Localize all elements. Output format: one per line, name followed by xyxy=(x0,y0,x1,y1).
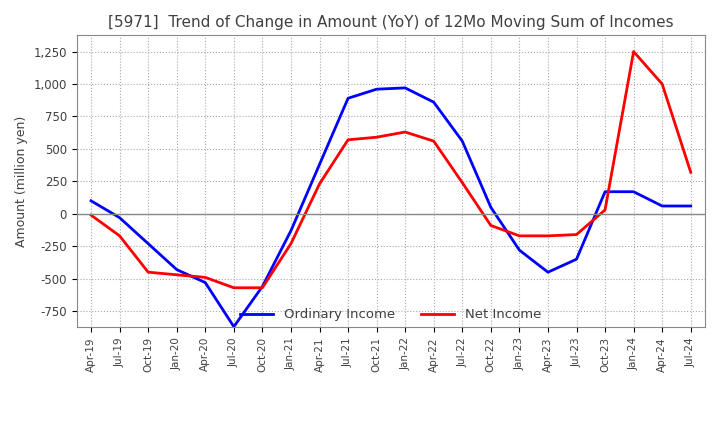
Ordinary Income xyxy=(401,85,410,91)
Net Income xyxy=(686,169,695,175)
Net Income xyxy=(86,213,95,218)
Net Income xyxy=(144,270,153,275)
Ordinary Income xyxy=(487,205,495,210)
Ordinary Income xyxy=(372,87,381,92)
Ordinary Income xyxy=(144,241,153,246)
Ordinary Income xyxy=(287,228,295,233)
Ordinary Income xyxy=(544,270,552,275)
Ordinary Income xyxy=(515,247,523,253)
Ordinary Income xyxy=(201,280,210,285)
Net Income xyxy=(401,129,410,135)
Net Income xyxy=(429,139,438,144)
Ordinary Income xyxy=(629,189,638,194)
Legend: Ordinary Income, Net Income: Ordinary Income, Net Income xyxy=(235,303,546,326)
Ordinary Income xyxy=(230,324,238,330)
Net Income xyxy=(172,272,181,278)
Net Income xyxy=(629,49,638,54)
Net Income xyxy=(258,285,266,290)
Line: Net Income: Net Income xyxy=(91,51,690,288)
Net Income xyxy=(315,181,324,187)
Ordinary Income xyxy=(315,162,324,167)
Net Income xyxy=(372,135,381,140)
Line: Ordinary Income: Ordinary Income xyxy=(91,88,690,327)
Ordinary Income xyxy=(600,189,609,194)
Ordinary Income xyxy=(343,95,352,101)
Net Income xyxy=(544,233,552,238)
Net Income xyxy=(458,180,467,185)
Ordinary Income xyxy=(458,139,467,144)
Net Income xyxy=(658,81,667,87)
Ordinary Income xyxy=(572,257,581,262)
Net Income xyxy=(600,207,609,213)
Net Income xyxy=(115,233,124,238)
Net Income xyxy=(201,275,210,280)
Ordinary Income xyxy=(258,284,266,289)
Net Income xyxy=(487,223,495,228)
Ordinary Income xyxy=(658,203,667,209)
Net Income xyxy=(287,241,295,246)
Ordinary Income xyxy=(429,99,438,105)
Ordinary Income xyxy=(86,198,95,203)
Net Income xyxy=(343,137,352,143)
Ordinary Income xyxy=(686,203,695,209)
Title: [5971]  Trend of Change in Amount (YoY) of 12Mo Moving Sum of Incomes: [5971] Trend of Change in Amount (YoY) o… xyxy=(108,15,674,30)
Y-axis label: Amount (million yen): Amount (million yen) xyxy=(15,116,28,247)
Ordinary Income xyxy=(115,215,124,220)
Net Income xyxy=(230,285,238,290)
Net Income xyxy=(572,232,581,237)
Ordinary Income xyxy=(172,267,181,272)
Net Income xyxy=(515,233,523,238)
